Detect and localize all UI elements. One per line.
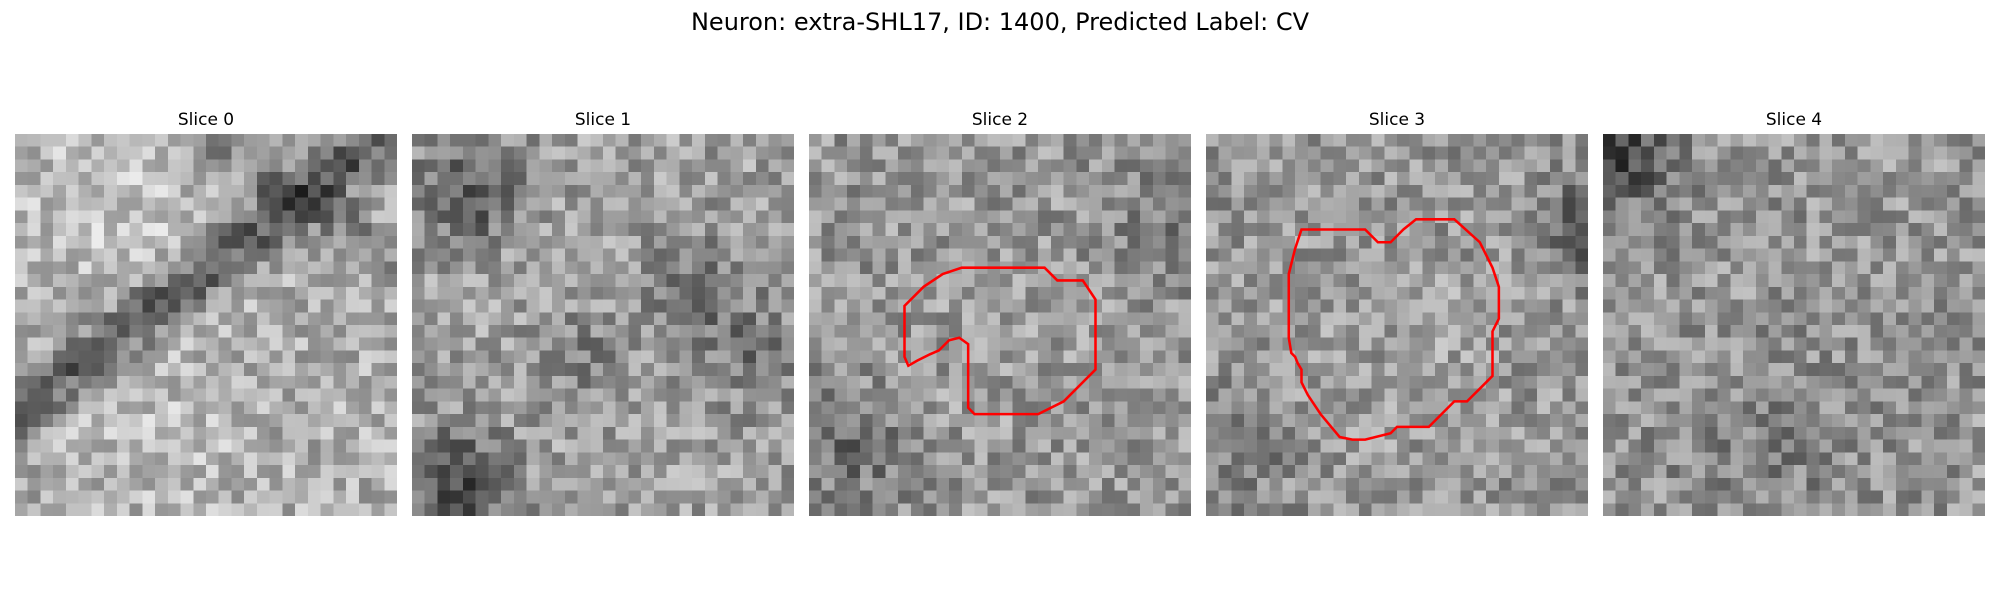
slice-panel-1: Slice 1 (412, 108, 794, 516)
slice-image-3 (1206, 134, 1588, 516)
slice-title-0: Slice 0 (177, 110, 235, 130)
slice-title-2: Slice 2 (971, 110, 1029, 130)
slice-title-4: Slice 4 (1765, 110, 1823, 130)
slice-panel-3: Slice 3 (1206, 108, 1588, 516)
pixel-grid (809, 134, 1191, 516)
slice-image-4 (1603, 134, 1985, 516)
figure-title: Neuron: extra-SHL17, ID: 1400, Predicted… (690, 8, 1310, 36)
slice-panel-2: Slice 2 (809, 108, 1191, 516)
slice-panel-4: Slice 4 (1603, 108, 1985, 516)
segmentation-contour (1287, 218, 1501, 441)
slice-image-0 (15, 134, 397, 516)
pixel-grid (412, 134, 794, 516)
pixel-grid (1206, 134, 1588, 516)
pixel-grid (1603, 134, 1985, 516)
slice-title-3: Slice 3 (1368, 110, 1426, 130)
slice-panel-0: Slice 0 (15, 108, 397, 516)
segmentation-contour (903, 266, 1097, 416)
slice-image-2 (809, 134, 1191, 516)
slice-image-1 (412, 134, 794, 516)
slice-title-1: Slice 1 (574, 110, 632, 130)
pixel-grid (15, 134, 397, 516)
